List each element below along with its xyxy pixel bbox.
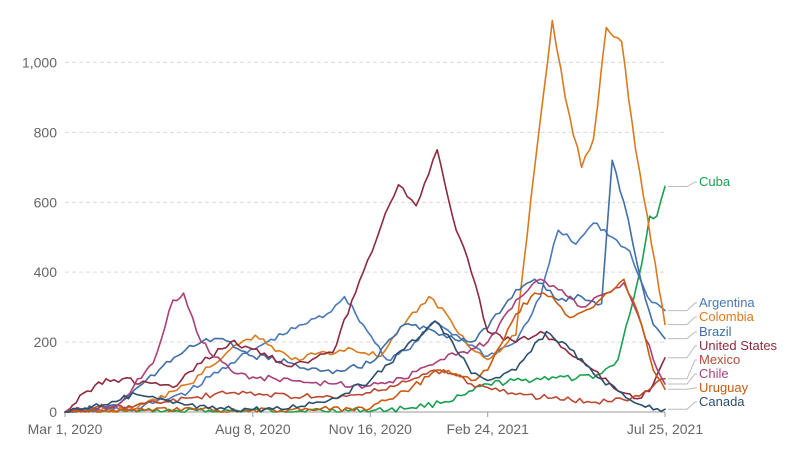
label-leader-line (668, 302, 697, 312)
y-tick-label: 800 (34, 124, 58, 140)
x-tick-label: Mar 1, 2020 (28, 421, 103, 437)
label-leader-line (668, 331, 697, 340)
series-line-argentina (64, 222, 666, 413)
x-tick-label: Jul 25, 2021 (627, 421, 703, 437)
axes: 0 200 400 600 800 1,000 Mar 1, 2020 Aug 8, 2020… (22, 54, 703, 437)
series-label-united-states: United States (699, 338, 778, 353)
label-leader-line (668, 359, 697, 380)
series-line-brazil (64, 159, 666, 413)
y-tick-label: 400 (34, 264, 58, 280)
x-tick-label: Aug 8, 2020 (215, 421, 291, 437)
series-line-colombia (64, 19, 666, 413)
series-line-united-states (64, 149, 666, 413)
series-label-brazil: Brazil (699, 324, 732, 339)
series-line-mexico (64, 369, 666, 413)
series-line-uruguay (64, 278, 666, 413)
x-tick-label: Nov 16, 2020 (329, 421, 412, 437)
x-tick-label: Feb 24, 2021 (446, 421, 529, 437)
series-label-mexico: Mexico (699, 352, 740, 367)
y-tick-label: 200 (34, 334, 58, 350)
series-label-canada: Canada (699, 394, 745, 409)
series-label-cuba: Cuba (699, 174, 731, 189)
series-label-colombia: Colombia (699, 309, 755, 324)
series-lines (64, 19, 666, 413)
y-tick-label: 1,000 (22, 54, 57, 70)
series-label-argentina: Argentina (699, 295, 755, 310)
label-leader-line (668, 345, 697, 359)
label-leader-line (668, 387, 697, 390)
y-tick-label: 600 (34, 194, 58, 210)
y-tick-label: 0 (49, 404, 57, 420)
label-leader-line (668, 316, 697, 326)
gridlines (65, 61, 665, 413)
label-leader-line (668, 373, 697, 385)
series-label-chile: Chile (699, 366, 729, 381)
series-line-chile (64, 278, 666, 413)
series-line-canada (64, 320, 666, 413)
series-label-uruguay: Uruguay (699, 380, 749, 395)
label-leader-line (668, 181, 697, 187)
label-leader-line (668, 401, 697, 410)
